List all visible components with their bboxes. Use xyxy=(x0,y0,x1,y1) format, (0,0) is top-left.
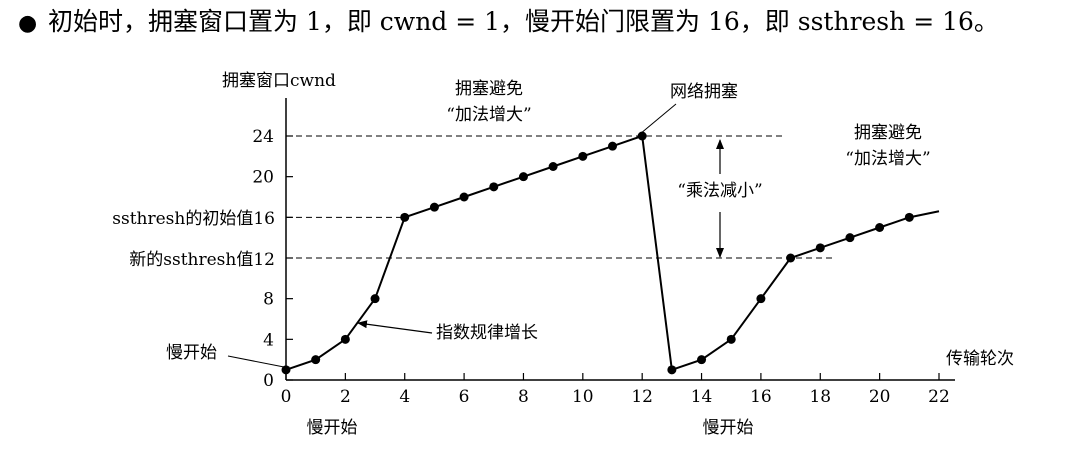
avoid-2-subtitle: “加法增大” xyxy=(845,149,930,169)
x-tick-label: 6 xyxy=(459,387,470,407)
data-point xyxy=(489,182,499,192)
y-ref-label-initial: ssthresh的初始值16 xyxy=(112,209,275,229)
mult-decrease-label: “乘法减小” xyxy=(677,181,762,201)
data-point xyxy=(786,253,796,263)
y-tick-label: 20 xyxy=(252,168,274,188)
data-point xyxy=(400,212,410,222)
data-point xyxy=(311,355,321,365)
exp-growth-arrow xyxy=(357,320,433,334)
data-point xyxy=(281,365,291,375)
avoid-1-title: 拥塞避免 xyxy=(455,79,523,99)
data-point xyxy=(608,141,617,151)
x-tick-label: 0 xyxy=(281,387,292,407)
exp-growth-label: 指数规律增长 xyxy=(436,323,538,343)
x-tick-label: 10 xyxy=(572,387,594,407)
series-layer xyxy=(281,131,940,375)
data-point xyxy=(904,212,914,222)
x-tick-label: 20 xyxy=(869,387,891,407)
data-point xyxy=(726,334,736,344)
x-tick-label: 16 xyxy=(750,387,772,407)
x-tick-label: 14 xyxy=(691,387,713,407)
data-point xyxy=(697,355,707,365)
avoid-1-subtitle: “加法增大” xyxy=(446,105,531,125)
heading-text: 初始时，拥塞窗口置为 1，即 cwnd = 1，慢开始门限置为 16，即 sst… xyxy=(48,7,999,36)
data-point xyxy=(370,294,380,304)
y-tick-label: 8 xyxy=(263,290,274,310)
x-tick-label: 2 xyxy=(340,387,351,407)
slow-start-left-leader xyxy=(227,355,285,368)
slow-start-left-label: 慢开始 xyxy=(166,342,217,363)
x-axis-title: 传输轮次 xyxy=(946,349,1014,369)
data-point xyxy=(518,172,528,182)
data-point xyxy=(637,131,647,141)
x-tick-label: 12 xyxy=(631,387,653,407)
x-tick-label: 4 xyxy=(399,387,410,407)
reference-lines-layer xyxy=(286,135,833,259)
data-point xyxy=(875,223,885,232)
x-tick-label: 22 xyxy=(928,387,950,407)
y-ref-label-new: 新的ssthresh值12 xyxy=(129,250,275,270)
x-tick-label: 18 xyxy=(809,387,831,407)
congestion-leader xyxy=(639,103,677,135)
y-axis-title: 拥塞窗口cwnd xyxy=(222,71,336,91)
data-point xyxy=(459,192,469,202)
data-point xyxy=(756,294,766,304)
data-point xyxy=(578,151,588,161)
data-point xyxy=(548,162,558,171)
data-point xyxy=(845,233,855,243)
congestion-label: 网络拥塞 xyxy=(670,82,738,102)
y-tick-label: 0 xyxy=(263,371,274,391)
heading-line: ● 初始时，拥塞窗口置为 1，即 cwnd = 1，慢开始门限置为 16，即 ss… xyxy=(18,2,1068,42)
slow-start-bottom-label-2: 慢开始 xyxy=(703,417,754,438)
data-point xyxy=(667,365,677,375)
y-tick-label: 4 xyxy=(263,330,274,350)
data-point xyxy=(429,202,439,212)
cwnd-series-line xyxy=(285,134,940,372)
data-point xyxy=(340,334,350,344)
bullet-icon: ● xyxy=(18,11,38,36)
y-tick-label: 24 xyxy=(252,127,274,147)
avoid-2-title: 拥塞避免 xyxy=(854,123,922,143)
x-tick-label: 8 xyxy=(518,387,529,407)
slow-start-bottom-label-1: 慢开始 xyxy=(307,417,358,438)
data-point xyxy=(815,243,825,253)
